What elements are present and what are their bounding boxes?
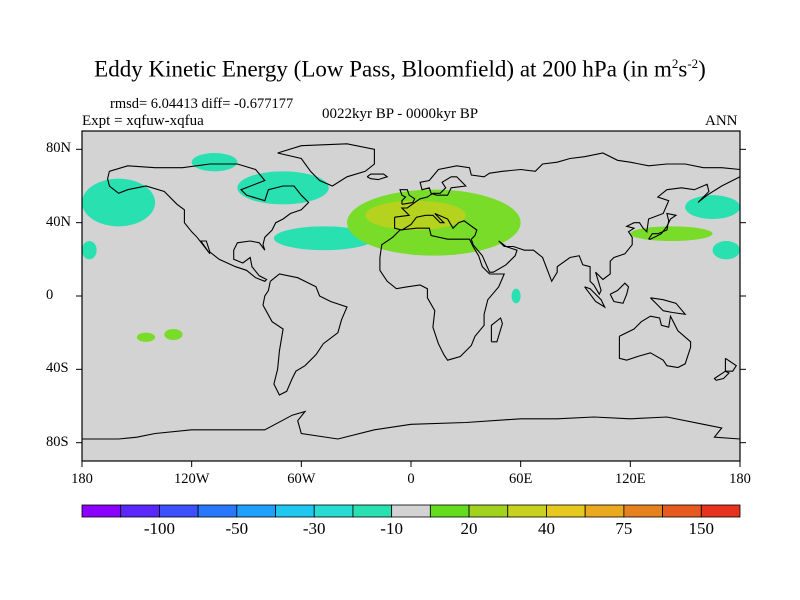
anomaly-region-north-pacific-west [685,195,740,219]
coastline-10 [724,357,738,372]
colorbar-swatch [662,504,702,518]
coastline-4 [394,152,740,296]
anomaly-region-indian-ocean [511,288,521,304]
x-tick-label: 60E [508,471,533,487]
colorbar-swatch [81,504,122,518]
coastline-14 [650,297,687,316]
x-tick-label: 120E [615,471,646,487]
colorbar-label: -50 [225,519,249,538]
anomaly-region-north-pacific-east [82,178,156,227]
coastline-13 [584,286,607,309]
anomaly-region-north-atlantic-west [273,226,375,251]
coastline-11 [713,370,730,381]
coastline-9 [618,314,692,369]
stats-line: rmsd= 6.04413 diff= -0.677177 [110,96,294,112]
coastline-5 [399,189,416,205]
colorbar-label: -10 [380,519,403,538]
x-tick-label: 180 [71,471,93,487]
anomaly-region-east-asia [630,226,713,242]
anomaly-region-south-pacific-2 [164,329,183,340]
colorbar-swatch [352,504,393,518]
colorbar-label: 20 [460,519,478,538]
x-tick-label: 120W [173,471,210,487]
x-tick-label: 180 [729,471,751,487]
coastline-15 [82,410,740,440]
colorbar-swatch [120,504,160,518]
anomaly-region-subtropical-pacific-east [82,241,97,260]
colorbar-label: -30 [302,519,326,538]
coastline-7 [648,212,678,240]
colorbar-swatch [584,504,625,518]
anomaly-region-europe-core [365,200,466,230]
colorbar-label: 75 [615,519,633,538]
colorbar-swatch [546,504,586,518]
y-tick-label: 80N [46,140,71,157]
x-tick-label: 0 [407,471,415,487]
anomaly-region-labrador [237,171,329,205]
experiment-label: Expt = xqfuw-xqfua [82,113,204,129]
coastline-12 [609,282,630,304]
y-tick-label: 0 [46,287,54,303]
y-tick-label: 40S [46,360,69,377]
y-tick-label: 80S [46,433,69,450]
anomaly-region-south-pacific-1 [136,332,156,342]
y-tick-label: 40N [46,213,71,230]
plot-title: Eddy Kinetic Energy (Low Pass, Bloomfiel… [94,56,706,82]
colorbar-swatch [236,504,276,518]
map-background [82,131,740,461]
colorbar-swatch [159,504,199,518]
colorbar-swatch [468,504,509,518]
coastline-1 [277,143,375,187]
colorbar-swatch [623,504,663,518]
coastline-8 [490,317,503,343]
colorbar-swatch [313,504,354,518]
colorbar-label: -100 [143,519,175,538]
anomaly-region-arctic-canada [191,153,238,172]
x-tick-label: 60W [287,471,316,487]
colorbar-swatch [429,504,470,518]
coastline-0 [107,163,310,282]
colorbar-swatch [197,504,238,518]
coastline-6 [366,173,389,181]
coastline-3 [379,227,506,361]
colorbar-swatch [391,504,431,518]
coastline-2 [262,273,348,396]
season-label: ANN [705,113,738,129]
colorbar-swatch [700,504,741,518]
colorbar-label: 150 [688,519,715,538]
anomaly-region-subtropical-pacific-west [712,241,740,260]
colorbar-label: 40 [537,519,555,538]
colorbar-swatch [275,504,315,518]
colorbar-swatch [507,504,547,518]
period-label: 0022kyr BP - 0000kyr BP [322,106,479,122]
